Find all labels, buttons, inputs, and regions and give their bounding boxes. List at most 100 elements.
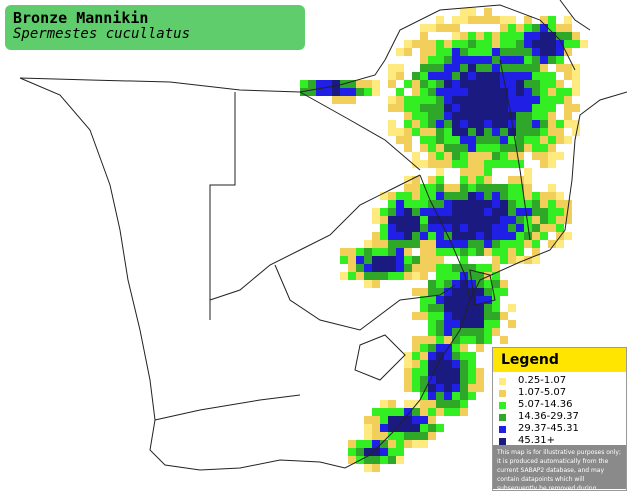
title: Bronze Mannikin [13,9,149,27]
cell [380,192,388,200]
cell [428,368,436,376]
cell [412,120,420,128]
cell [492,56,500,64]
cell [324,80,332,88]
cell [404,240,412,248]
cell [404,192,412,200]
cell [428,392,436,400]
cell [372,248,380,256]
cell [444,48,452,56]
cell [500,312,508,320]
border [19,59,386,93]
cell [452,352,460,360]
cell [484,128,492,136]
cell [500,184,508,192]
cell [460,176,468,184]
cell [428,48,436,56]
cell [420,240,428,248]
cell [380,216,388,224]
cell [500,16,508,24]
cell [428,224,436,232]
cell [532,256,540,264]
cell [460,344,468,352]
legend-swatch [499,401,506,409]
cell [524,88,532,96]
cell [468,192,476,200]
cell [436,352,444,360]
cell [508,256,516,264]
cell [372,408,380,416]
cell [428,104,436,112]
cell [396,104,404,112]
cell [492,192,500,200]
cell [404,208,412,216]
cell [492,240,500,248]
cell [532,208,540,216]
cell [436,240,444,248]
cell [548,240,556,248]
cell [412,176,420,184]
cell [532,88,540,96]
cell [348,248,356,256]
legend-swatch [499,377,506,385]
cell [524,256,532,264]
cell [388,424,396,432]
cell [492,112,500,120]
cell [420,96,428,104]
cell [396,448,404,456]
cell [428,304,436,312]
cell [540,216,548,224]
legend-item: 45.31+ [499,435,626,447]
cell [508,304,516,312]
cell [540,232,548,240]
cell [428,320,436,328]
cell [428,432,436,440]
cell [484,144,492,152]
cell [396,440,404,448]
legend-label: 45.31+ [518,435,556,446]
cell [428,192,436,200]
legend-swatch [499,437,506,445]
cell [540,192,548,200]
cell [420,136,428,144]
legend-item: 14.36-29.37 [499,411,626,423]
border [274,264,456,331]
cell [508,232,516,240]
cell [484,168,492,176]
cell [452,48,460,56]
cell [452,120,460,128]
cell [532,112,540,120]
cell [356,80,364,88]
cell [476,272,484,280]
cell [356,272,364,280]
cell [516,120,524,128]
cell [428,136,436,144]
cell [460,120,468,128]
cell [436,160,444,168]
cell [516,32,524,40]
cell [532,80,540,88]
cell [420,224,428,232]
cell [436,288,444,296]
cell [492,320,500,328]
cell [436,168,444,176]
cell [492,88,500,96]
cell [452,96,460,104]
cell [468,96,476,104]
cell [516,88,524,96]
cell [404,384,412,392]
cell [444,160,452,168]
cell [500,208,508,216]
cell [500,136,508,144]
cell [508,64,516,72]
cell [468,184,476,192]
cell [508,224,516,232]
cell [572,32,580,40]
cell [556,120,564,128]
cell [516,96,524,104]
cell [484,232,492,240]
cell [428,216,436,224]
cell [476,312,484,320]
cell [452,336,460,344]
disclaimer: This map is for illustrative purposes on… [493,445,626,489]
